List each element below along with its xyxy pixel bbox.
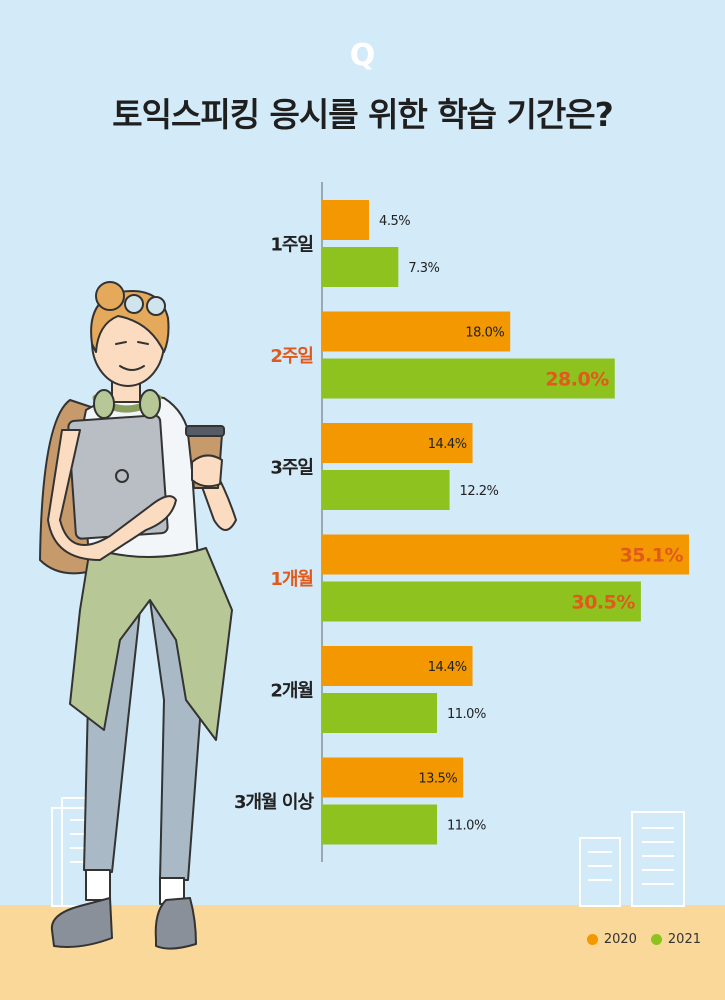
value-label-2020-cat-1: 4.5% — [379, 214, 410, 229]
q-mark: Q — [349, 38, 376, 73]
value-label-2020-cat-3: 14.4% — [428, 437, 467, 452]
category-label-cat-3: 3주일 — [270, 458, 313, 479]
bar-2020-cat-4 — [322, 534, 689, 575]
category-label-cat-4: 1개월 — [270, 569, 313, 590]
building-outline-right — [579, 811, 685, 907]
ground-strip — [0, 905, 725, 1000]
bar-2021-cat-5 — [322, 693, 438, 733]
value-label-2021-cat-3: 12.2% — [460, 484, 499, 499]
bar-2021-cat-3 — [322, 470, 450, 510]
bar-2020-cat-1 — [322, 200, 370, 240]
bar-2021-cat-2 — [322, 358, 615, 399]
bar-2020-cat-5 — [322, 646, 473, 686]
student-illustration — [39, 281, 237, 950]
bar-2021-cat-4 — [322, 581, 641, 622]
bar-2021-cat-6 — [322, 804, 438, 845]
legend-label-2020: 2020 — [603, 932, 637, 947]
bar-2020-cat-3 — [322, 423, 473, 463]
legend-item-2020: 2020 — [586, 932, 637, 947]
value-label-2020-cat-6: 13.5% — [418, 772, 457, 787]
legend-swatch-2021 — [650, 934, 662, 945]
value-label-2020-cat-4: 35.1% — [620, 545, 684, 567]
value-label-2021-cat-4: 30.5% — [571, 592, 635, 614]
bar-2021-cat-1 — [322, 247, 399, 287]
legend-swatch-2020 — [586, 934, 598, 945]
category-label-cat-5: 2개월 — [270, 681, 313, 702]
category-label-cat-1: 1주일 — [270, 235, 313, 256]
category-label-cat-6: 3개월 이상 — [234, 792, 314, 813]
value-label-2021-cat-6: 11.0% — [447, 819, 486, 834]
value-label-2021-cat-1: 7.3% — [408, 261, 439, 276]
category-label-cat-2: 2주일 — [270, 346, 313, 367]
value-label-2020-cat-2: 18.0% — [465, 326, 504, 341]
page-title: 토익스피킹 응시를 위한 학습 기간은? — [112, 95, 614, 134]
legend-label-2021: 2021 — [667, 932, 701, 947]
value-label-2020-cat-5: 14.4% — [428, 660, 467, 675]
legend-item-2021: 2021 — [650, 932, 701, 947]
value-label-2021-cat-2: 28.0% — [545, 369, 609, 391]
value-label-2021-cat-5: 11.0% — [447, 707, 486, 722]
bar-2020-cat-6 — [322, 757, 464, 798]
legend: 2020 2021 — [573, 932, 701, 947]
bar-2020-cat-2 — [322, 311, 511, 352]
